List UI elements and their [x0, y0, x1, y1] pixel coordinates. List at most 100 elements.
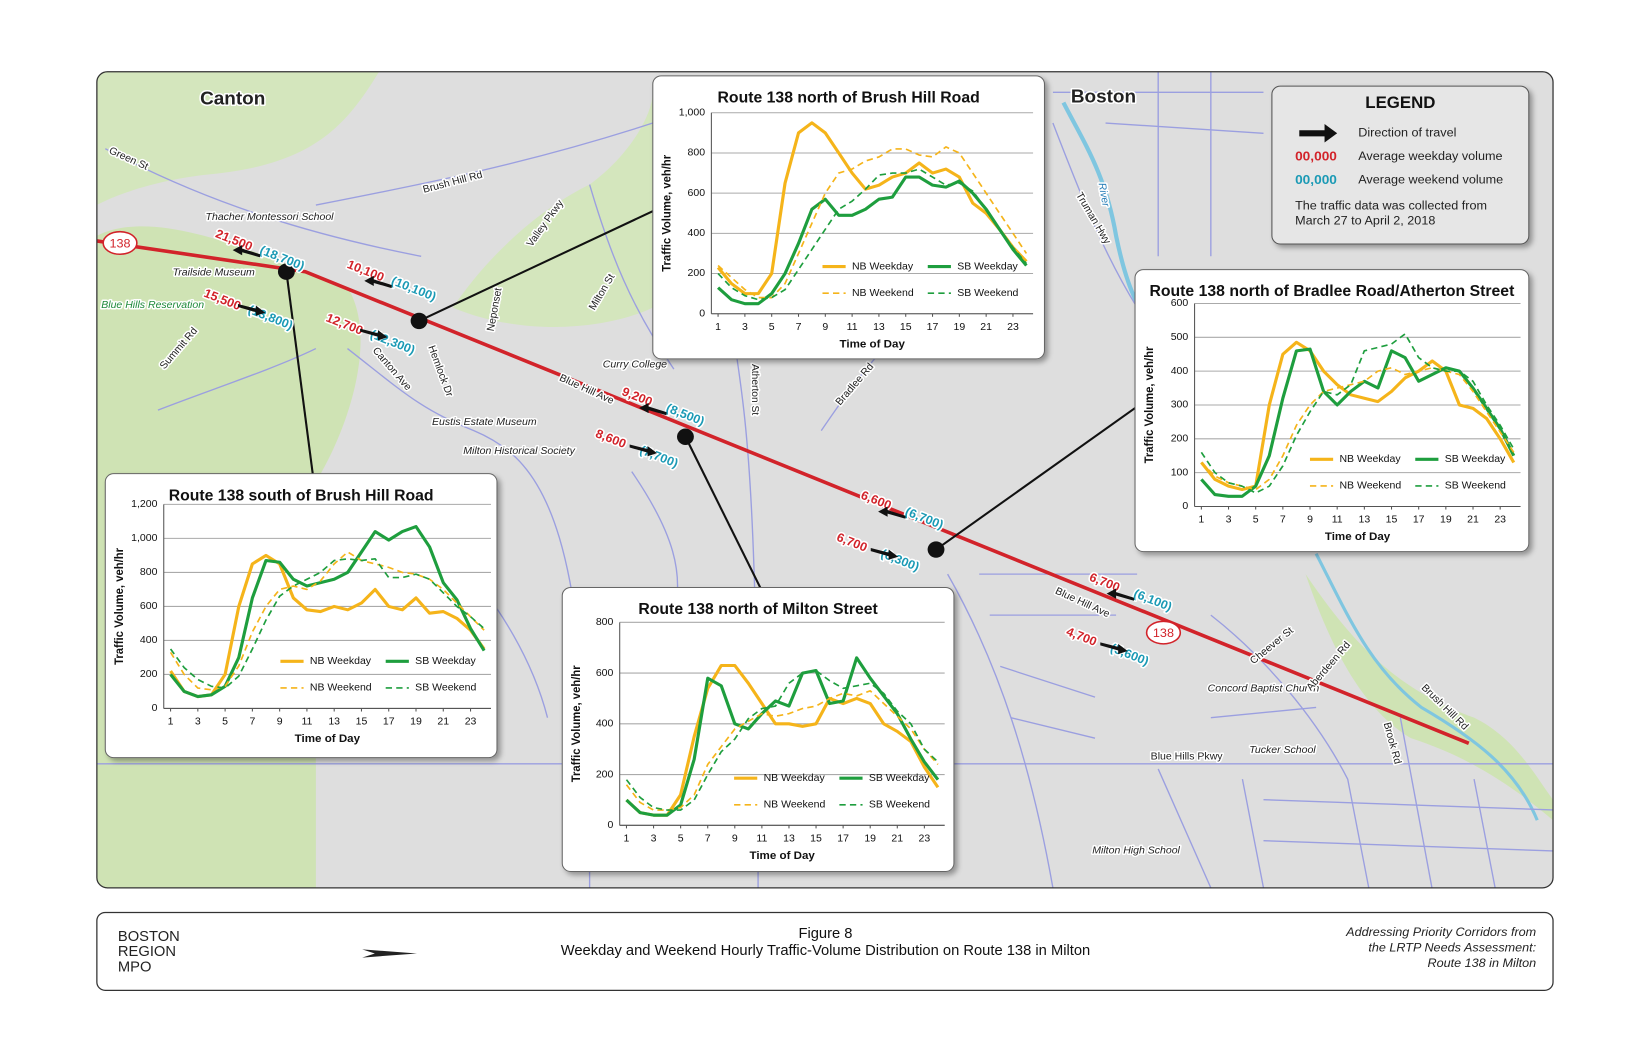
series-line — [169, 553, 486, 699]
legend-label: NB Weekend — [310, 683, 372, 694]
x-tick-label: 3 — [1226, 515, 1232, 526]
series-line — [625, 669, 939, 811]
park — [1305, 574, 1554, 821]
series-line — [717, 146, 1028, 299]
inset-chart: Route 138 north of Brush Hill Road 0 200 40… — [652, 75, 1046, 360]
x-tick-label: 23 — [1007, 322, 1019, 333]
figure-caption: Weekday and Weekend Hourly Traffic-Volum… — [561, 943, 1091, 959]
street — [1157, 768, 1496, 888]
series-line — [625, 663, 940, 817]
count-station — [277, 263, 295, 280]
legend-arrow — [1299, 124, 1338, 143]
town-label: Canton — [200, 88, 265, 109]
y-tick-label: 0 — [152, 703, 158, 714]
x-tick-label: 17 — [927, 322, 939, 333]
map-frame — [96, 71, 1554, 889]
x-tick-label: 15 — [810, 833, 822, 844]
x-tick-label: 9 — [277, 717, 283, 728]
direction-arrow — [232, 245, 261, 258]
series-line — [625, 656, 940, 817]
legend-label: SB Weekend — [869, 800, 930, 811]
legend-item: Average weekend volume — [1358, 173, 1503, 187]
y-tick-label: 1,000 — [679, 108, 706, 119]
x-tick-label: 7 — [1280, 515, 1286, 526]
x-tick-label: 15 — [900, 322, 912, 333]
legend-label: SB Weekend — [415, 683, 476, 694]
y-tick-label: 0 — [699, 309, 705, 320]
legend-label: NB Weekday — [1339, 454, 1401, 465]
direction-arrow — [1106, 588, 1134, 601]
x-tick-label: 13 — [328, 717, 340, 728]
y-tick-label: 0 — [1182, 501, 1188, 512]
series-line — [1200, 366, 1515, 491]
route-138 — [96, 239, 1470, 745]
legend-label: NB Weekday — [310, 656, 372, 667]
legend-sample: 00,000 — [1295, 149, 1337, 164]
series-line — [716, 121, 1028, 296]
legend-note: The traffic data was collected from — [1295, 198, 1487, 212]
direction-arrow — [1100, 642, 1128, 655]
y-tick-label: 600 — [1171, 298, 1189, 309]
x-tick-label: 17 — [383, 717, 395, 728]
legend-label: SB Weekday — [869, 773, 930, 784]
legend-label: NB Weekend — [1339, 481, 1401, 492]
legend-label: SB Weekday — [1445, 454, 1506, 465]
legend-label: NB Weekday — [852, 261, 914, 272]
org-name: MPO — [118, 960, 152, 976]
x-tick-label: 21 — [437, 717, 449, 728]
x-tick-label: 17 — [837, 833, 849, 844]
legend-item: Average weekday volume — [1358, 149, 1502, 163]
x-tick-label: 11 — [301, 717, 312, 728]
x-tick-label: 3 — [651, 833, 657, 844]
legend-label: NB Weekday — [764, 773, 826, 784]
x-tick-label: 21 — [891, 833, 903, 844]
inset-chart: Route 138 south of Brush Hill Road 0 200 40… — [104, 473, 498, 759]
route-shield: 138 — [1145, 620, 1182, 645]
series-line — [169, 551, 485, 691]
y-tick-label: 300 — [1171, 400, 1189, 411]
x-tick-label: 15 — [356, 717, 368, 728]
x-tick-label: 9 — [732, 833, 738, 844]
place-label: Blue Hills Reservation — [101, 300, 204, 311]
route-shield-badge — [1145, 620, 1182, 645]
legend-title: LEGEND — [1365, 93, 1435, 112]
town-label: Boston — [1071, 85, 1136, 106]
x-tick-label: 9 — [822, 322, 828, 333]
y-tick-label: 800 — [140, 567, 158, 578]
river — [1314, 552, 1539, 821]
x-tick-label: 5 — [222, 717, 228, 728]
y-tick-label: 400 — [596, 719, 614, 730]
x-tick-label: 3 — [195, 717, 201, 728]
y-axis-label: Traffic Volume, veh/hr — [571, 665, 583, 782]
org-name: REGION — [118, 944, 176, 960]
place-label: Tucker School — [1249, 745, 1316, 756]
y-tick-label: 200 — [596, 769, 614, 780]
legend-label: NB Weekend — [852, 288, 914, 299]
legend-note: March 27 to April 2, 2018 — [1295, 214, 1435, 228]
x-tick-label: 7 — [796, 322, 802, 333]
x-tick-label: 19 — [410, 717, 422, 728]
x-tick-label: 11 — [756, 833, 767, 844]
x-tick-label: 23 — [919, 833, 931, 844]
x-tick-label: 17 — [1413, 515, 1425, 526]
map-legend: LEGEND Direction of travel 00,000 Average w… — [1271, 85, 1530, 245]
chart-title: Route 138 north of Bradlee Road/Atherton… — [1150, 283, 1515, 300]
place-label: Atherton St — [749, 364, 760, 415]
direction-arrow — [878, 506, 906, 519]
y-tick-label: 400 — [688, 228, 706, 239]
inset-chart: Route 138 north of Milton Street 0 200 400 6… — [561, 586, 955, 872]
legend-label: SB Weekend — [957, 288, 1018, 299]
y-tick-label: 100 — [1171, 467, 1189, 478]
street — [1210, 614, 1370, 888]
series-line — [625, 689, 939, 811]
direction-arrow — [364, 275, 392, 289]
street — [947, 573, 1054, 888]
chart-title: Route 138 south of Brush Hill Road — [169, 487, 434, 504]
place-label: Milton Historical Society — [463, 446, 575, 457]
x-tick-label: 1 — [715, 322, 721, 333]
legend-label: NB Weekend — [764, 800, 826, 811]
place-label: Thacher Montessori School — [206, 212, 335, 223]
y-tick-label: 1,200 — [131, 499, 158, 510]
